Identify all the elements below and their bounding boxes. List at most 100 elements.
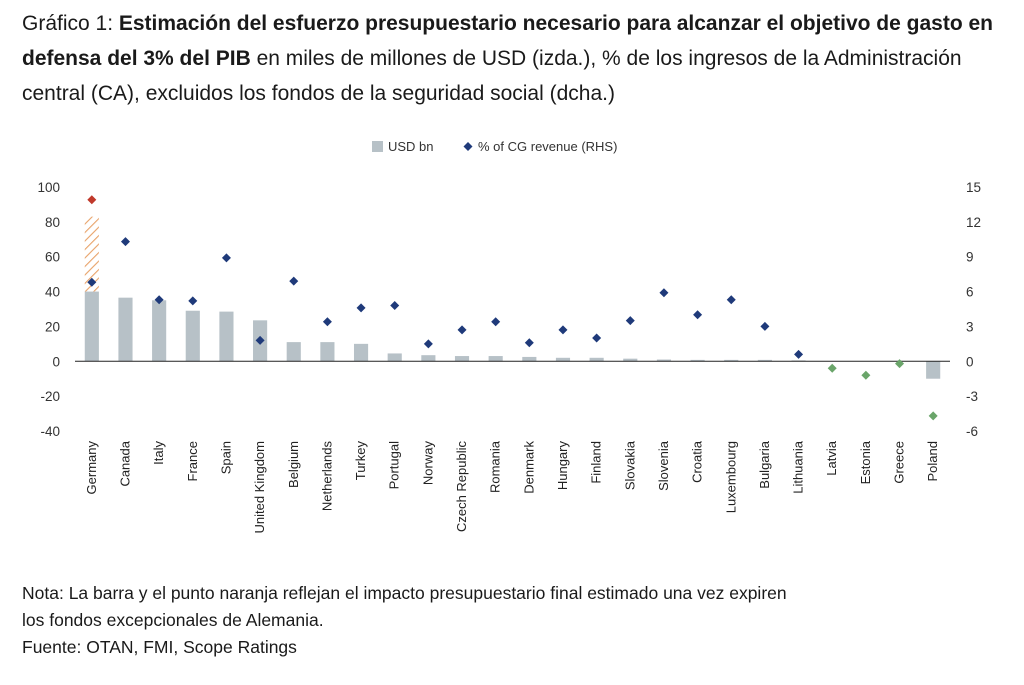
bar	[84, 291, 99, 362]
bar	[623, 358, 638, 362]
legend-bar-label: USD bn	[388, 139, 434, 154]
bar	[118, 297, 133, 362]
x-category-label: Finland	[589, 441, 604, 484]
x-category-label: Netherlands	[319, 441, 334, 512]
marker	[928, 411, 938, 421]
marker	[322, 317, 332, 327]
marker	[154, 295, 164, 305]
marker	[659, 288, 669, 298]
marker	[794, 349, 804, 359]
y-left-tick-label: -20	[40, 389, 60, 404]
legend: USD bn % of CG revenue (RHS)	[372, 139, 617, 154]
note-line-1: Nota: La barra y el punto naranja reflej…	[22, 583, 787, 603]
marker	[693, 310, 703, 320]
x-category-label: Italy	[151, 441, 166, 465]
x-category-label: Germany	[84, 441, 99, 495]
bar-germany-final-estimate	[84, 216, 99, 292]
y-right-tick-label: -6	[966, 424, 978, 439]
title-prefix: Gráfico 1:	[22, 12, 119, 35]
title-rest: en miles de millones de USD (izda.), % d…	[22, 47, 962, 105]
bar	[185, 310, 200, 362]
source-line: Fuente: OTAN, FMI, Scope Ratings	[22, 637, 297, 657]
x-category-label: Hungary	[555, 441, 570, 491]
marker	[592, 333, 602, 343]
marker	[120, 237, 130, 247]
y-left-tick-label: 100	[37, 180, 60, 195]
y-left-tick-label: 20	[45, 319, 60, 334]
x-category-label: Slovakia	[622, 440, 637, 490]
bar	[488, 356, 503, 362]
bar	[353, 343, 369, 362]
bar	[219, 311, 234, 362]
marker	[188, 296, 198, 306]
x-category-label: Czech Republic	[454, 441, 469, 533]
notes: Nota: La barra y el punto naranja reflej…	[22, 580, 1002, 661]
x-category-label: Norway	[420, 441, 435, 486]
x-category-label: Denmark	[521, 441, 536, 494]
y-right-tick-label: 12	[966, 215, 981, 230]
y-left-tick-label: 0	[52, 354, 60, 369]
bar	[555, 357, 571, 362]
bar	[522, 356, 537, 362]
plot-area: -40 -20 0 20 40 60 80 100 -6 -3 0 3 6 9 12 15 Germany Can…	[37, 180, 981, 534]
x-category-label: United Kingdom	[252, 441, 267, 534]
chart-title: Gráfico 1: Estimación del esfuerzo presu…	[22, 6, 1012, 111]
marker	[289, 276, 299, 286]
marker	[457, 325, 467, 335]
bar	[589, 357, 604, 362]
bar	[656, 359, 672, 362]
x-category-label: Portugal	[387, 441, 402, 490]
y-left-tick-label: 80	[45, 215, 60, 230]
y-right-tick-label: 0	[966, 354, 974, 369]
y-right-tick-label: 3	[966, 319, 974, 334]
x-category-label: Latvia	[824, 440, 839, 475]
legend-dot-swatch	[463, 142, 473, 151]
y-right-tick-label: 9	[966, 250, 974, 265]
marker	[221, 253, 231, 263]
x-category-label: Poland	[925, 441, 940, 481]
bar	[757, 359, 772, 362]
y-right-tick-label: 6	[966, 285, 974, 300]
chart: USD bn % of CG revenue (RHS) -40 -20 0 20 40…	[37, 139, 981, 534]
marker	[760, 321, 770, 331]
bar	[724, 359, 739, 362]
marker-germany-final-estimate	[87, 195, 97, 205]
marker	[827, 363, 837, 373]
marker	[491, 317, 501, 327]
note-line-2: los fondos excepcionales de Alemania.	[22, 610, 324, 630]
bar	[926, 361, 941, 379]
x-category-label: France	[185, 441, 200, 481]
x-category-label: Canada	[117, 440, 132, 486]
x-category-label: Spain	[218, 441, 233, 474]
x-category-label: Lithuania	[791, 440, 806, 494]
marker	[558, 325, 568, 335]
marker	[625, 316, 635, 326]
y-left-tick-label: -40	[40, 424, 60, 439]
marker	[390, 301, 400, 311]
marker	[895, 359, 905, 369]
bar	[690, 359, 705, 362]
x-category-label: Belgium	[286, 441, 301, 488]
marker	[524, 338, 534, 348]
legend-bar-swatch	[372, 141, 383, 152]
y-left-tick-label: 60	[45, 250, 60, 265]
marker	[87, 277, 97, 287]
x-category-label: Luxembourg	[723, 441, 738, 513]
marker	[356, 303, 366, 313]
bar	[387, 353, 402, 362]
title-bold: Estimación del esfuerzo presupuestario n…	[22, 12, 993, 70]
bar	[454, 356, 470, 362]
x-category-label: Turkey	[353, 441, 368, 481]
x-category-label: Bulgaria	[757, 440, 772, 488]
y-right-tick-label: -3	[966, 389, 978, 404]
y-left-tick-label: 40	[45, 285, 60, 300]
bar	[152, 300, 167, 362]
marker	[423, 339, 433, 349]
marker	[861, 370, 871, 380]
marker	[726, 295, 736, 305]
x-category-label: Greece	[892, 441, 907, 484]
x-category-label: Romania	[488, 440, 503, 493]
x-category-label: Slovenia	[656, 440, 671, 491]
legend-dot-label: % of CG revenue (RHS)	[478, 139, 617, 154]
y-right-tick-label: 15	[966, 180, 981, 195]
